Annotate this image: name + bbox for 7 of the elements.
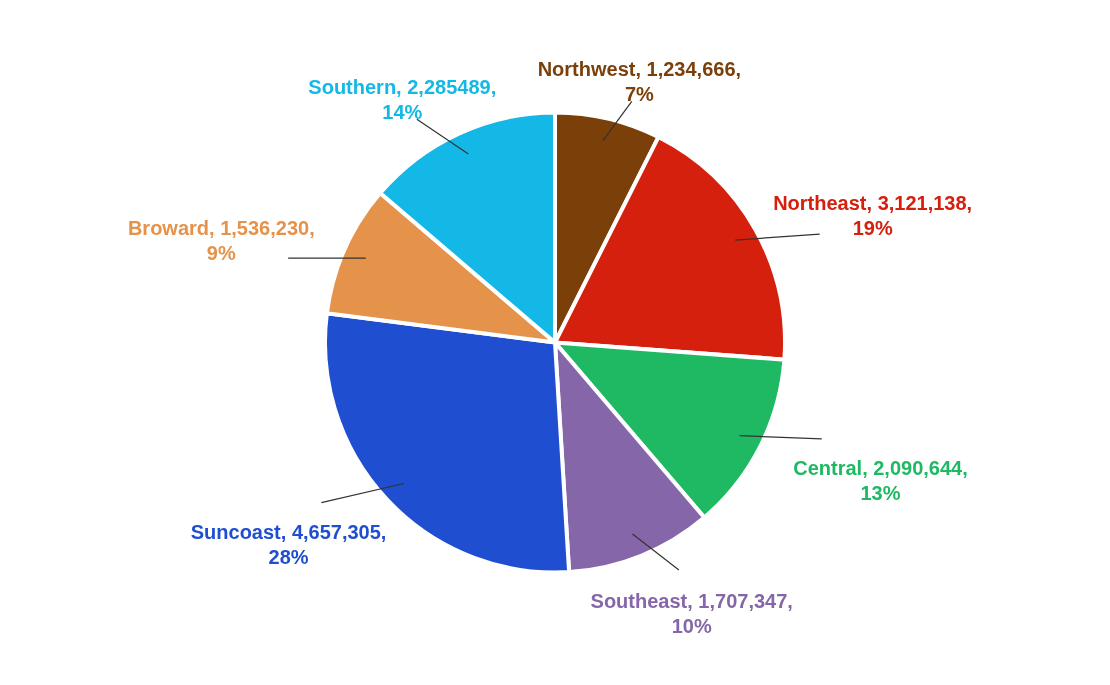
slice-label: Southern, 2,285489, 14% xyxy=(308,75,497,123)
slice-label: Central, 2,090,644, 13% xyxy=(793,456,968,504)
slice-label: Northwest, 1,234,666, 7% xyxy=(537,57,742,105)
slice-label: Suncoast, 4,657,305, 28% xyxy=(190,521,387,569)
slice-label: Northeast, 3,121,138, 19% xyxy=(773,192,973,240)
slice-label: Southeast, 1,707,347, 10% xyxy=(590,589,793,637)
slice-label: Broward, 1,536,230, 9% xyxy=(127,216,315,264)
